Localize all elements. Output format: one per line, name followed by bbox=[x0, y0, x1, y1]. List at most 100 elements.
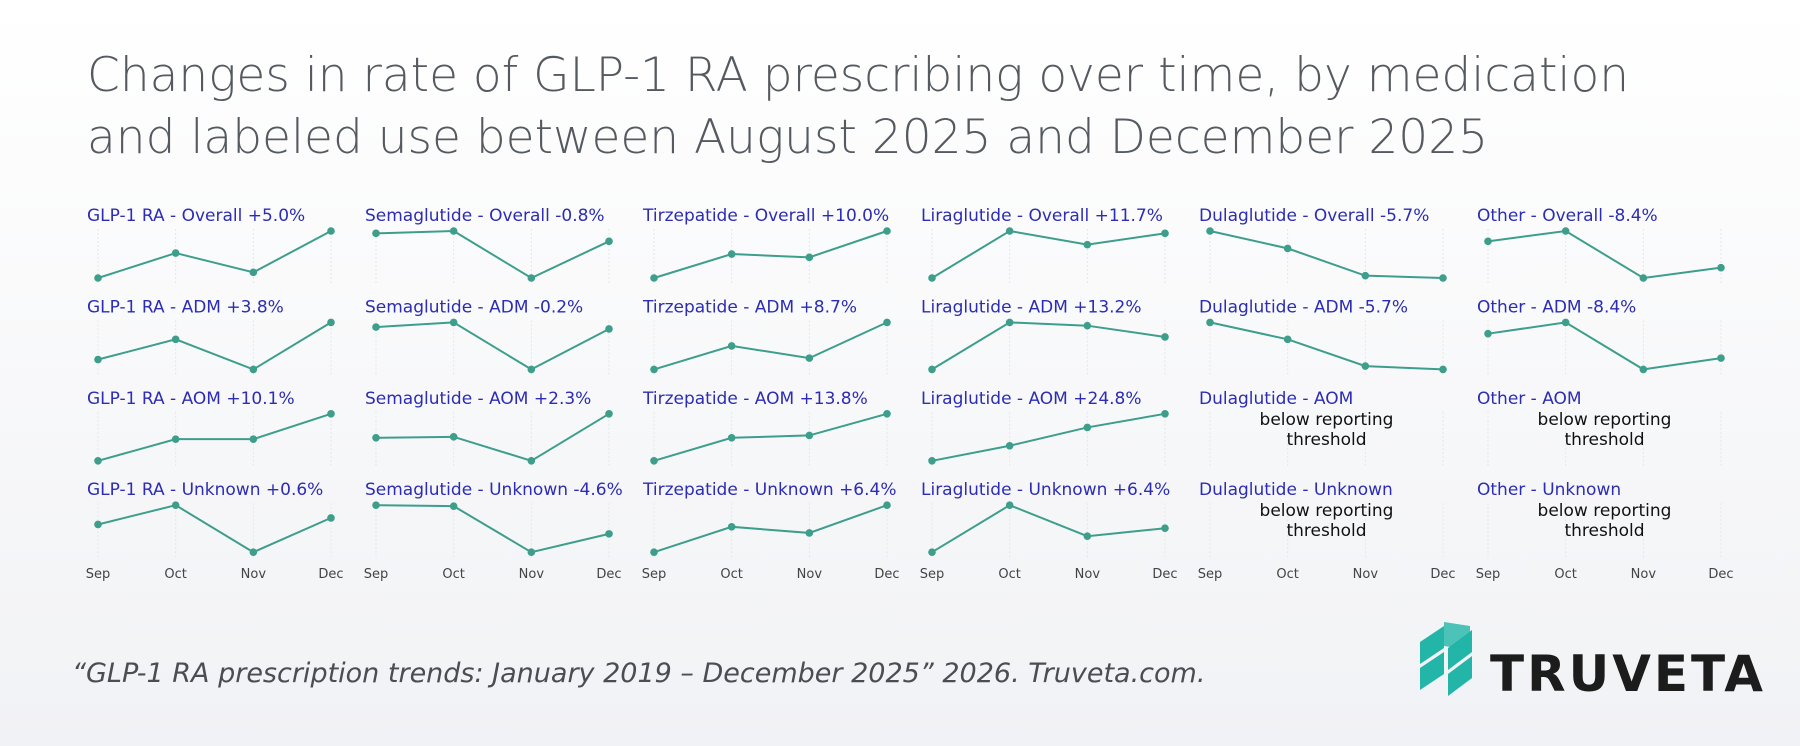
x-tick-label: Oct bbox=[442, 567, 464, 582]
panel-title: Other - Unknown bbox=[1477, 480, 1621, 500]
panel-title: Other - Overall -8.4% bbox=[1477, 206, 1658, 226]
line bbox=[375, 504, 610, 554]
line bbox=[375, 412, 610, 462]
line bbox=[375, 321, 610, 371]
note: below reporting threshold bbox=[1538, 410, 1672, 450]
line bbox=[97, 504, 332, 554]
point bbox=[1083, 321, 1092, 330]
point bbox=[1161, 229, 1169, 238]
x-tick-label: Nov bbox=[797, 567, 823, 582]
point bbox=[327, 227, 335, 235]
point bbox=[1639, 365, 1648, 374]
x-tick-label: Nov bbox=[241, 567, 267, 582]
x-tick-label: Nov bbox=[519, 567, 545, 582]
point bbox=[94, 520, 102, 529]
x-tick-label: Sep bbox=[920, 567, 945, 582]
point bbox=[928, 365, 936, 374]
line bbox=[1487, 229, 1722, 280]
note-text: below reporting threshold bbox=[1259, 409, 1394, 450]
point bbox=[1005, 318, 1014, 327]
x-tick-label: Oct bbox=[164, 567, 186, 582]
panel-title: Dulaglutide - AOM bbox=[1199, 389, 1353, 409]
point bbox=[372, 501, 380, 510]
x-tick-label: Sep bbox=[364, 567, 389, 582]
note-text: below reporting threshold bbox=[1259, 501, 1394, 542]
point bbox=[805, 354, 814, 362]
logo-icon bbox=[1420, 622, 1472, 696]
x-tick-label: Oct bbox=[1276, 567, 1298, 582]
x-tick-label: Sep bbox=[1198, 567, 1223, 582]
point bbox=[605, 530, 613, 538]
point bbox=[94, 355, 102, 364]
panel-title: Tirzepatide - Overall +10.0% bbox=[642, 206, 889, 226]
note: below reporting threshold bbox=[1259, 409, 1394, 450]
point bbox=[449, 502, 458, 510]
title-line: and labeled use between August 2025 and … bbox=[87, 110, 1488, 165]
panel-title: Semaglutide - ADM -0.2% bbox=[365, 297, 583, 317]
point bbox=[249, 435, 258, 443]
x-tick-label: Sep bbox=[642, 567, 667, 582]
title-line: Changes in rate of GLP-1 RA prescribing … bbox=[87, 48, 1629, 103]
point bbox=[928, 274, 936, 282]
point bbox=[171, 335, 180, 344]
point bbox=[327, 318, 335, 327]
panel-title: Tirzepatide - ADM +8.7% bbox=[642, 297, 857, 317]
point bbox=[1005, 227, 1014, 235]
point bbox=[171, 435, 180, 443]
point bbox=[1717, 263, 1725, 272]
panel-title: Liraglutide - Unknown +6.4% bbox=[921, 480, 1170, 500]
line bbox=[97, 230, 332, 279]
x-tick-label: Oct bbox=[1554, 567, 1576, 582]
line bbox=[653, 230, 888, 279]
point bbox=[171, 249, 180, 257]
panel-title: Dulaglutide - Overall -5.7% bbox=[1199, 206, 1429, 226]
point bbox=[1206, 227, 1214, 235]
point bbox=[449, 433, 458, 441]
point bbox=[1361, 271, 1370, 280]
point bbox=[1161, 333, 1169, 341]
panel-title: Tirzepatide - Unknown +6.4% bbox=[642, 480, 897, 500]
point bbox=[1161, 410, 1169, 418]
point bbox=[650, 457, 658, 465]
x-tick-label: Dec bbox=[1430, 567, 1455, 582]
point bbox=[650, 274, 658, 282]
panel-title: Other - AOM bbox=[1477, 389, 1582, 409]
point bbox=[1639, 274, 1648, 282]
x-tick-label: Dec bbox=[1152, 567, 1177, 582]
point bbox=[94, 274, 102, 282]
line bbox=[931, 412, 1166, 462]
source: “GLP-1 RA prescription trends: January 2… bbox=[72, 658, 1205, 689]
panel-title: GLP-1 RA - Overall +5.0% bbox=[87, 206, 305, 226]
point bbox=[372, 323, 380, 331]
point bbox=[883, 318, 891, 327]
point bbox=[605, 325, 613, 333]
line bbox=[653, 504, 888, 554]
point bbox=[1206, 318, 1214, 327]
point bbox=[449, 227, 458, 235]
panel-title: GLP-1 RA - Unknown +0.6% bbox=[87, 480, 323, 500]
point bbox=[94, 457, 102, 465]
point bbox=[1439, 274, 1447, 282]
note: below reporting threshold bbox=[1538, 501, 1672, 541]
point bbox=[1361, 362, 1370, 370]
panel-title: Other - ADM -8.4% bbox=[1477, 297, 1636, 317]
point bbox=[1083, 423, 1092, 432]
point bbox=[1484, 329, 1492, 338]
point bbox=[327, 410, 335, 418]
point bbox=[327, 514, 335, 522]
point bbox=[1283, 244, 1292, 253]
line bbox=[653, 321, 888, 371]
line bbox=[1209, 321, 1444, 371]
point bbox=[727, 523, 736, 531]
x-tick-label: Nov bbox=[1353, 567, 1379, 582]
line bbox=[931, 229, 1166, 279]
point bbox=[1005, 441, 1014, 450]
point bbox=[1083, 240, 1092, 249]
panel-title: Semaglutide - Overall -0.8% bbox=[365, 206, 605, 226]
point bbox=[372, 433, 380, 442]
point bbox=[171, 501, 180, 510]
x-tick-label: Dec bbox=[596, 567, 621, 582]
point bbox=[449, 318, 458, 327]
